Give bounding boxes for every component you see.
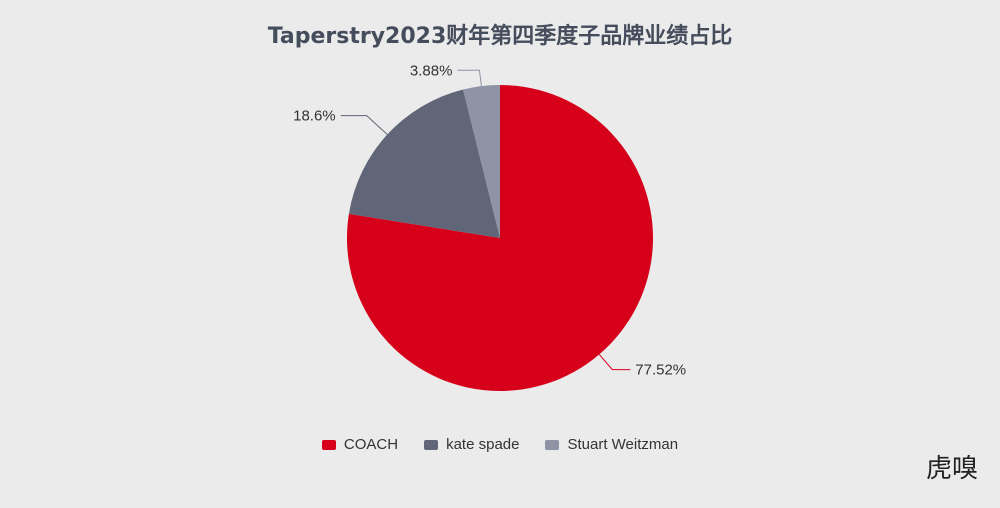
chart-title: Taperstry2023财年第四季度子品牌业绩占比 — [267, 24, 733, 49]
pie-chart: 77.52% 18.6% 3.88% — [293, 62, 686, 391]
legend-item-kate-spade[interactable]: kate spade — [424, 436, 519, 453]
legend-label-stuart-weitzman: Stuart Weitzman — [567, 436, 679, 453]
pie-slice-kate-spade[interactable] — [348, 89, 500, 238]
leader-line-stuart-weitzman — [457, 69, 482, 87]
watermark-logo: 虎嗅 — [925, 454, 978, 484]
data-label-stuart-weitzman: 3.88% — [410, 62, 453, 79]
leader-line-coach — [598, 354, 631, 371]
leader-line-kate-spade — [340, 115, 388, 135]
data-label-coach: 77.52% — [635, 362, 686, 379]
legend-label-coach: COACH — [343, 436, 399, 453]
data-label-kate-spade: 18.6% — [293, 108, 336, 125]
pie-slice-stuart-weitzman[interactable] — [463, 85, 500, 238]
legend-swatch-coach — [321, 439, 336, 450]
pie-slice-coach[interactable] — [347, 85, 654, 391]
legend-item-stuart-weitzman[interactable]: Stuart Weitzman — [545, 436, 678, 453]
legend-item-coach[interactable]: COACH — [321, 436, 399, 453]
legend-swatch-kate-spade — [424, 439, 439, 450]
legend-label-kate-spade: kate spade — [446, 436, 520, 453]
legend: COACH kate spade Stuart Weitzman — [0, 436, 1000, 453]
legend-swatch-stuart-weitzman — [545, 439, 560, 450]
